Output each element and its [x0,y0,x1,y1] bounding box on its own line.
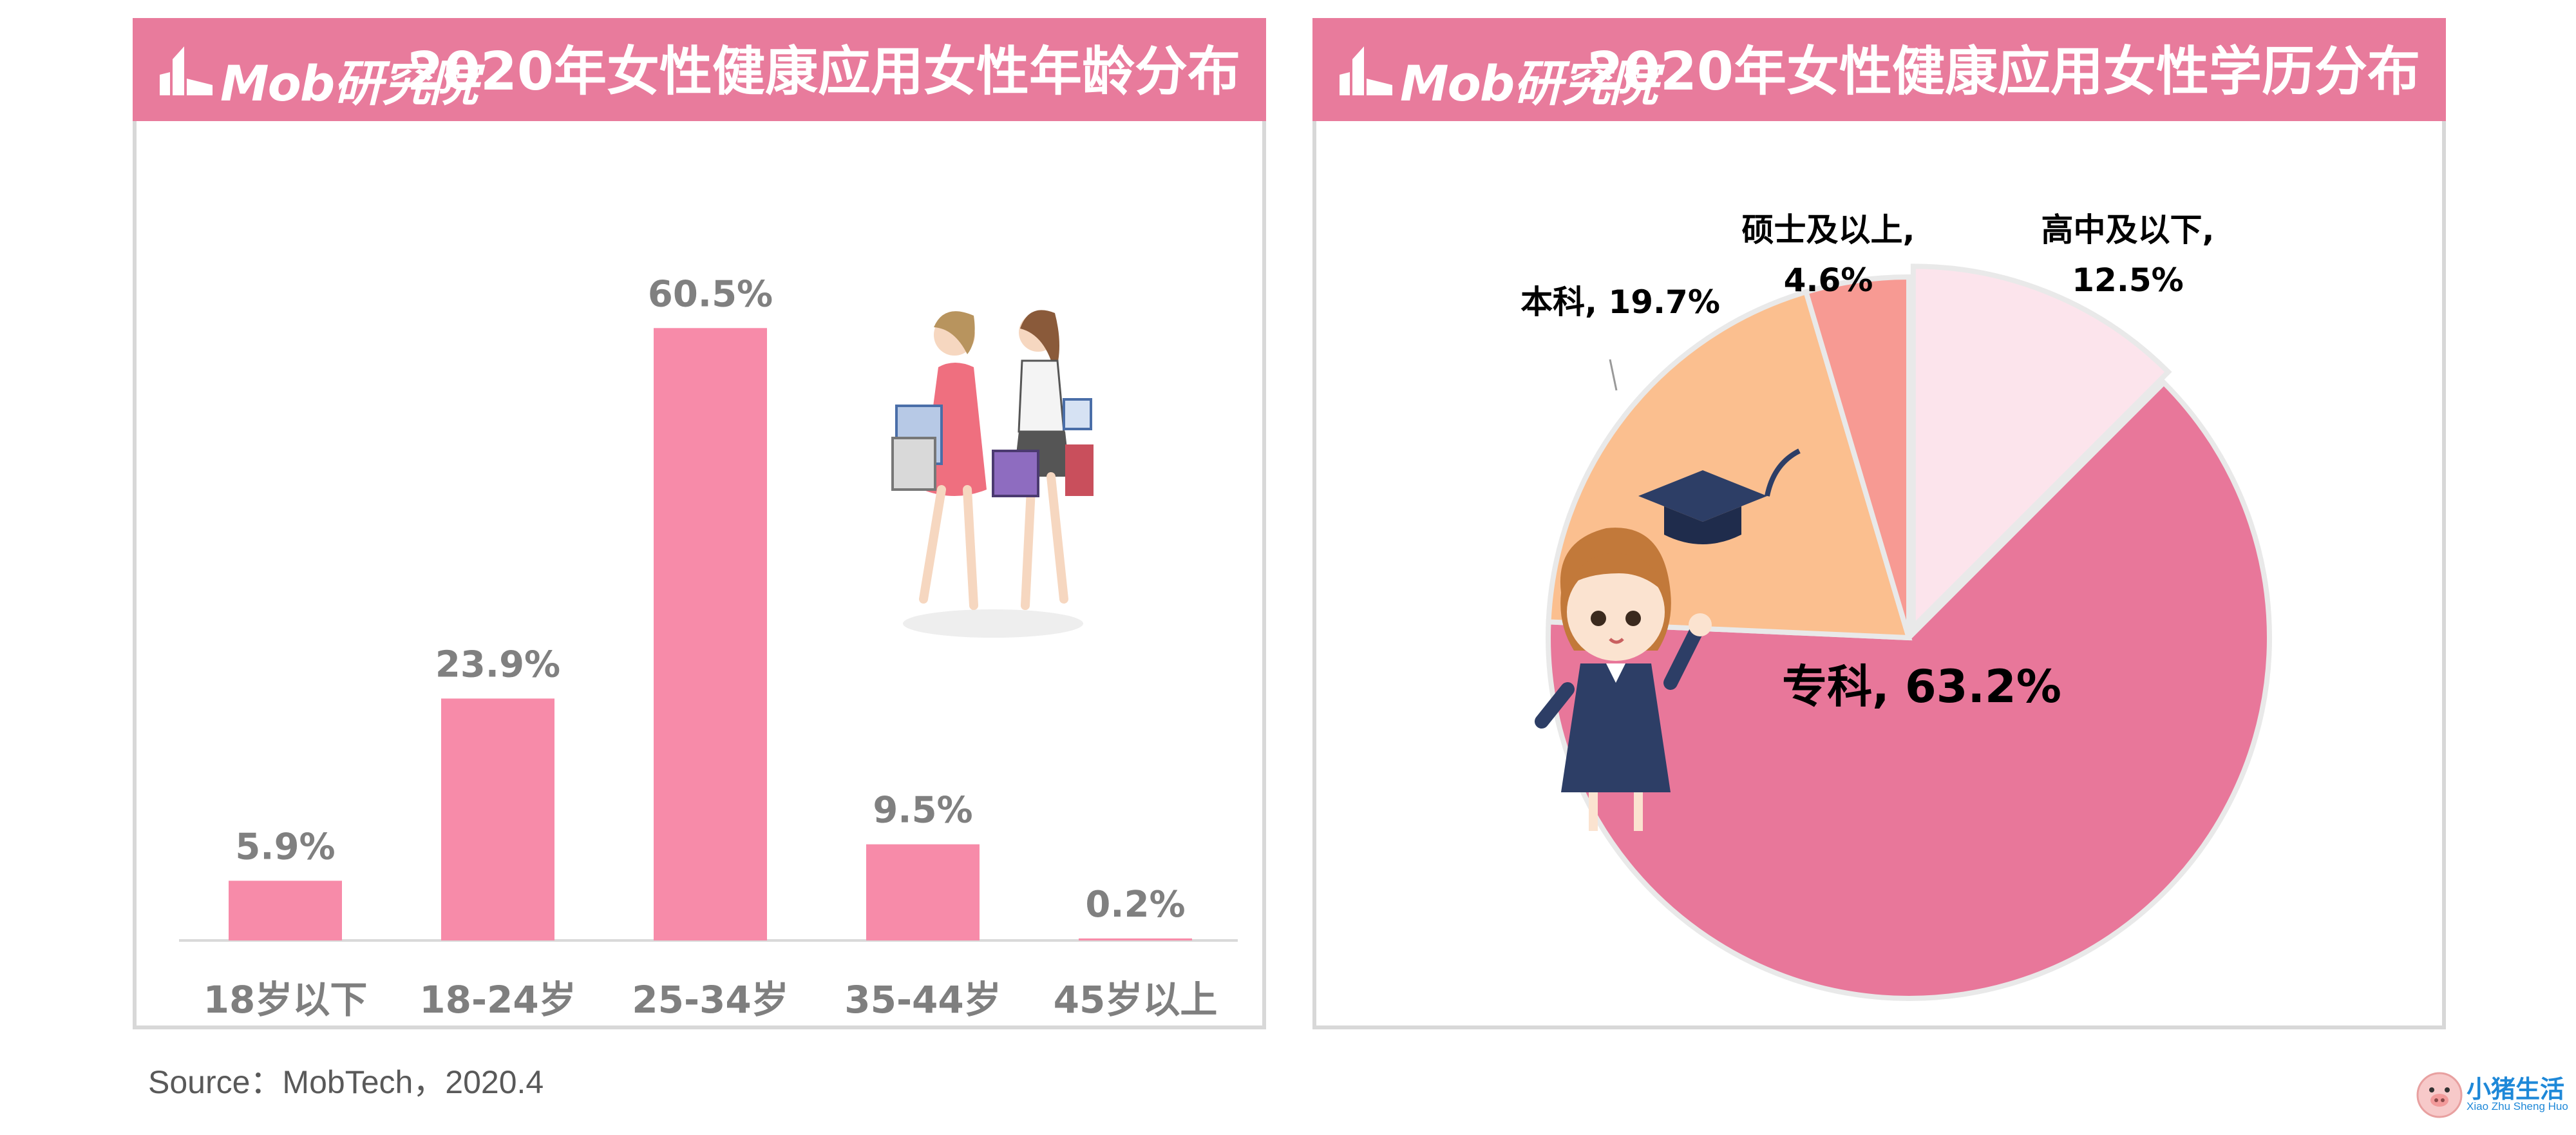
graduate-girl-illustration [1535,528,1712,831]
pie-slice [1803,274,1911,639]
age-distribution-panel: Mob研究院 2020年女性健康应用女性年龄分布 5.9% 18岁以下 23.9% 1… [133,18,1266,1029]
bar-chart: 5.9% 18岁以下 23.9% 18-24岁 60.5% 25-34岁 9.5% 35-44… [179,273,1238,1022]
data-label: 5.9% [235,826,335,868]
shopping-women-illustration [891,310,1094,638]
mob-logo: Mob研究院 [1336,40,1658,112]
slice-label: 高中及以下, [2041,211,2215,249]
panel-header: Mob研究院 2020年女性健康应用女性年龄分布 [133,18,1266,121]
tick-label: 45岁以上 [1054,978,1218,1022]
bar [229,881,342,940]
brand-watermark: 小猪生活 Xiao Zhu Sheng Huo [2415,1063,2568,1127]
logo-text: Mob研究院 [1400,55,1658,112]
pig-mascot-icon [2416,1072,2463,1118]
bar [1079,938,1192,940]
slice-value: 4.6% [1784,262,1873,299]
mob-logo-icon [160,46,213,95]
leader-line [1609,359,1618,391]
tick-label: 35-44岁 [844,978,1001,1022]
data-label: 60.5% [648,273,773,315]
bar [654,328,767,940]
brand-subtitle: Xiao Zhu Sheng Huo [2467,1100,2568,1112]
tick-label: 18岁以下 [204,978,368,1022]
logo-text: Mob研究院 [220,55,478,112]
pie-slice [1546,379,2272,1001]
graduation-cap-icon [1638,448,1801,544]
mob-logo: Mob研究院 [156,40,478,112]
slice-label: 本科, 19.7% [1520,283,1720,321]
brand-title: 小猪生活 [2467,1075,2565,1103]
tick-label: 25-34岁 [632,978,789,1022]
education-distribution-panel: Mob研究院 2020年女性健康应用女性学历分布 高中及以下, 12.5% 专科, … [1312,18,2446,1029]
chart-title: 2020年女性健康应用女性学历分布 [1586,41,2420,102]
data-label: 23.9% [435,644,560,685]
bar [866,844,980,940]
bar [441,698,554,940]
chart-title: 2020年女性健康应用女性年龄分布 [406,41,1240,102]
slice-label: 硕士及以上, [1742,211,1915,249]
mob-logo-icon [1340,46,1392,95]
pie-slice [1910,263,2172,634]
slice-label: 专科, 63.2% [1782,660,2061,713]
data-label: 0.2% [1085,884,1185,926]
tick-label: 18-24岁 [419,978,576,1022]
source-note: Source：MobTech，2020.4 [148,1064,544,1100]
data-label: 9.5% [873,790,972,832]
slice-value: 12.5% [2072,262,2183,299]
panel-header: Mob研究院 2020年女性健康应用女性学历分布 [1312,18,2446,121]
pie-chart: 高中及以下, 12.5% 专科, 63.2% 本科, 19.7% 硕士及以上, 4.6% [1520,211,2272,1001]
